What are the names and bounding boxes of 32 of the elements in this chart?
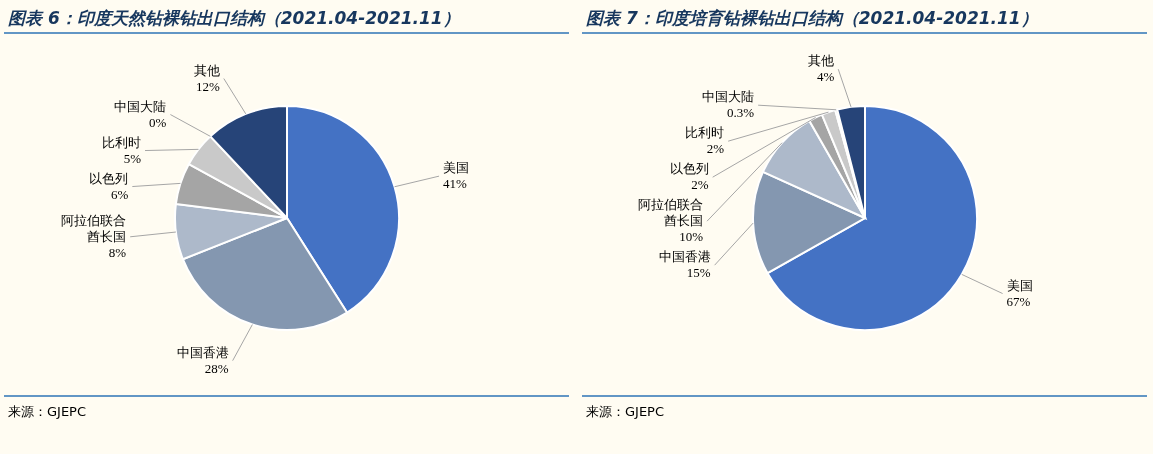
data-label: 67% — [1006, 293, 1031, 309]
slice-label: 阿拉伯联合酋长国 — [61, 212, 127, 244]
data-label: 2% — [691, 177, 709, 193]
data-label: 6% — [110, 186, 129, 202]
slice-label: 其他 — [808, 53, 835, 69]
data-label: 0.3% — [727, 105, 755, 121]
category-label: 中国大陆 — [114, 98, 167, 114]
data-label: 15% — [686, 265, 711, 281]
slice-label: 阿拉伯联合酋长国 — [638, 197, 704, 229]
data-label: 41% — [443, 176, 468, 192]
slice-label: 美国 — [1006, 277, 1033, 293]
slice-label: 中国大陆 — [702, 89, 755, 105]
slice-label: 中国香港 — [658, 249, 711, 265]
slice-label: 以色列 — [669, 161, 709, 177]
data-label: 12% — [195, 78, 220, 94]
slice-label: 美国 — [443, 160, 470, 176]
source-note: 来源：GJEPC — [586, 404, 665, 419]
slice-label: 比利时 — [102, 134, 142, 150]
data-label: 5% — [123, 150, 142, 166]
slice-label: 其他 — [193, 62, 220, 78]
source-note: 来源：GJEPC — [8, 404, 87, 419]
data-label: 8% — [108, 244, 127, 260]
slice-label: 以色列 — [89, 170, 129, 186]
slice-label: 比利时 — [685, 125, 725, 141]
data-label: 28% — [204, 360, 229, 376]
data-label: 4% — [816, 69, 835, 85]
data-label: 2% — [706, 141, 725, 157]
chart-title: 图表 6：印度天然钻裸钻出口结构（2021.04-2021.11） — [8, 8, 460, 28]
chart-title: 图表 7：印度培育钻裸钻出口结构（2021.04-2021.11） — [586, 8, 1038, 28]
data-label: 10% — [679, 229, 704, 245]
slice-label: 中国香港 — [176, 344, 229, 360]
text: 0% — [149, 114, 167, 130]
